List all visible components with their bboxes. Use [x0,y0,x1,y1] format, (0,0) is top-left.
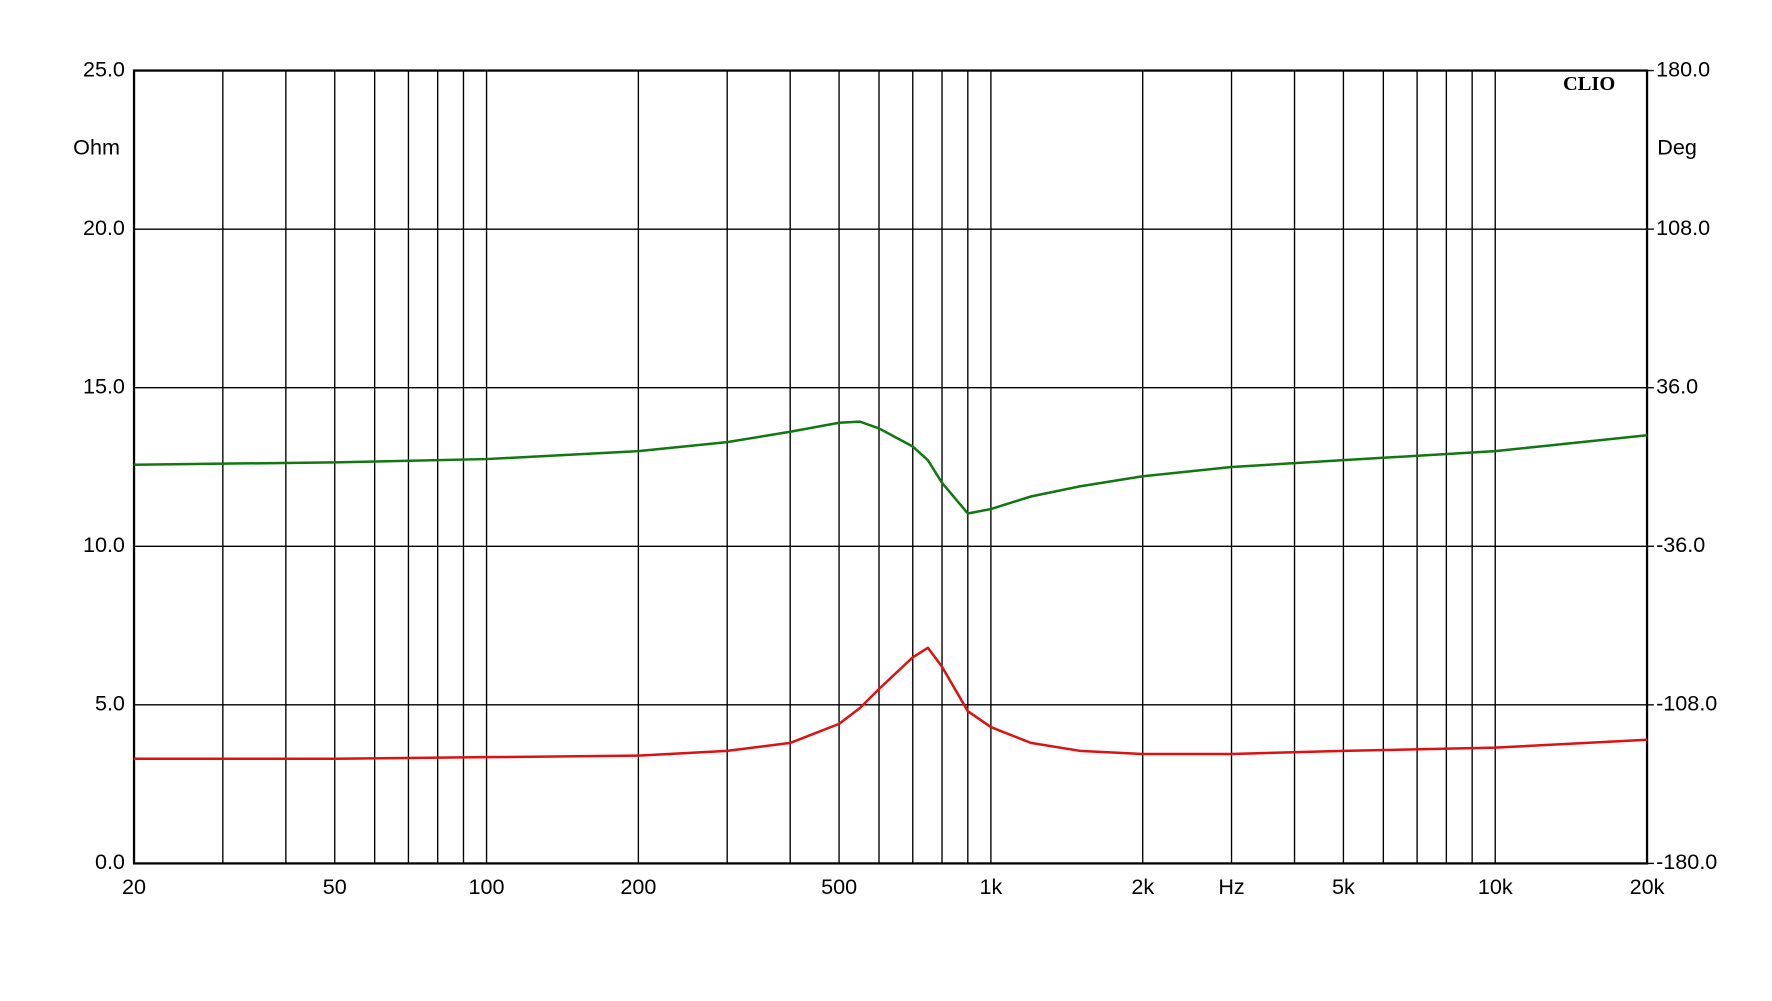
annotation: CLIO [1563,73,1615,95]
data-line [134,646,1648,761]
y-tick-label: 0.0 [95,849,125,874]
y2-tick-label: 180.0 [1656,56,1710,81]
x-tick-label: 50 [323,874,347,899]
x-tick-label: 500 [821,874,857,899]
y2-tick-label: 36.0 [1656,373,1698,398]
y-tick-label: 15.0 [83,373,125,398]
x-tick-label: 20k [1630,874,1665,899]
y2-tick-label: -108.0 [1656,691,1717,716]
data-line [134,420,1648,515]
y-tick-label: 20.0 [83,215,125,240]
x-tick-label: 100 [469,874,505,899]
y-tick-label: 5.0 [95,691,125,716]
y-tick-label: 10.0 [83,532,125,557]
x-tick-label: 20 [122,874,146,899]
x-tick-label: Hz [1218,874,1244,899]
x-tick-label: 1k [979,874,1002,899]
x-tick-label: 2k [1131,874,1154,899]
x-tick-label: 5k [1332,874,1355,899]
y2-tick-label: 108.0 [1656,215,1710,240]
y2-tick-label: -180.0 [1656,849,1717,874]
y-axis-label: Ohm [73,135,120,160]
x-tick-label: 200 [620,874,656,899]
y2-tick-label: -36.0 [1656,532,1705,557]
x-tick-label: 10k [1478,874,1513,899]
plot-frame [132,69,1649,865]
y2-axis-label: Deg [1657,135,1697,160]
y-tick-label: 25.0 [83,56,125,81]
